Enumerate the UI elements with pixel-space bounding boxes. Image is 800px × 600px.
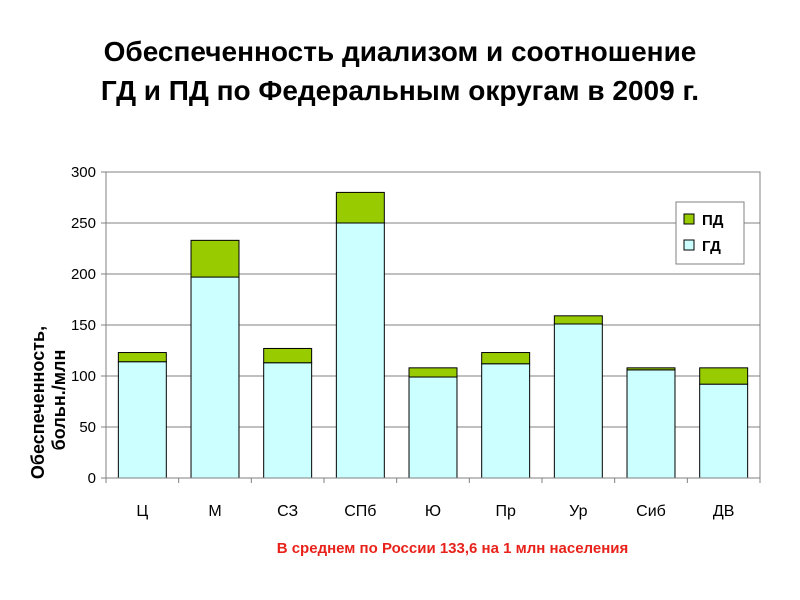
plot-area-border [105, 171, 761, 479]
bar-segment-pd [408, 367, 458, 378]
x-tick-label: Ц [136, 503, 148, 520]
chart-title: Обеспеченность диализом и соотношение ГД… [0, 32, 800, 110]
x-axis-ticks: Ц М СЗ СПб Ю Пр Ур Сиб ДВ [105, 478, 761, 520]
legend-label-gd: ГД [702, 238, 721, 255]
bar-segment-pd [699, 367, 749, 385]
legend-label-pd: ПД [702, 212, 724, 229]
y-tick-label: 150 [71, 317, 96, 334]
bar-segment-gd [408, 376, 458, 479]
bar-segment-gd [481, 363, 531, 479]
x-tick-label: Сиб [636, 503, 666, 520]
x-tick-label: СЗ [277, 503, 298, 520]
y-tick-label: 300 [71, 164, 96, 181]
x-tick-label: Ур [569, 503, 587, 520]
bar-segment-gd [553, 323, 603, 479]
bar-segment-pd [263, 347, 313, 364]
bar-segment-gd [699, 383, 749, 479]
bar-segment-pd [117, 352, 167, 363]
y-tick-label: 100 [71, 368, 96, 385]
y-axis-ticks: 0 50 100 150 200 250 300 [71, 164, 106, 487]
legend-box [675, 201, 745, 265]
chart-title-line-2: ГД и ПД по Федеральным округам в 2009 г. [100, 75, 700, 106]
legend-swatch-pd [683, 213, 695, 225]
x-tick-label: СПб [344, 503, 376, 520]
bars [117, 191, 749, 479]
x-tick-label: М [208, 503, 221, 520]
x-tick-label: Ю [425, 503, 441, 520]
bar-segment-gd [117, 361, 167, 479]
x-tick-label: ДВ [713, 503, 735, 520]
bar-segment-pd [335, 191, 385, 224]
y-axis-label-line-1: Обеспеченность, [28, 326, 48, 479]
bar-segment-pd [553, 315, 603, 325]
bar-segment-pd [481, 352, 531, 365]
chart-title-line-1: Обеспеченность диализом и соотношение [103, 36, 697, 67]
bar-segment-pd [190, 239, 240, 278]
y-tick-label: 0 [88, 470, 96, 487]
bar-segment-gd [335, 222, 385, 479]
y-tick-label: 50 [79, 419, 96, 436]
average-note: В среднем по России 133,6 на 1 млн насел… [276, 540, 629, 557]
bar-segment-gd [263, 362, 313, 479]
legend: ПД ГД [675, 201, 745, 265]
x-tick-label: Пр [495, 503, 516, 520]
y-axis-label: Обеспеченность, больн./млн [28, 321, 69, 479]
y-tick-label: 250 [71, 215, 96, 232]
y-tick-label: 200 [71, 266, 96, 283]
legend-swatch-gd [683, 239, 695, 251]
bar-segment-gd [626, 369, 676, 479]
y-axis-label-line-2: больн./млн [49, 350, 69, 451]
bar-segment-gd [190, 276, 240, 479]
bar-segment-pd [626, 367, 676, 371]
